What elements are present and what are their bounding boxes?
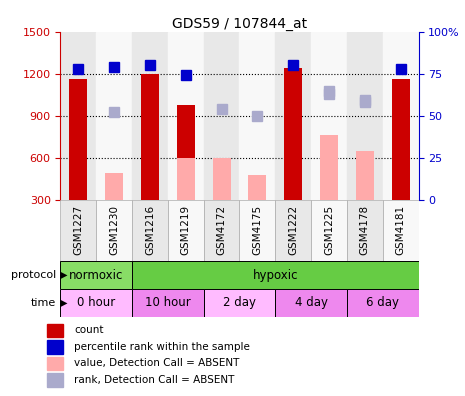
Bar <box>141 74 159 200</box>
Text: value, Detection Call = ABSENT: value, Detection Call = ABSENT <box>74 358 240 368</box>
Bar <box>275 200 311 261</box>
Text: GSM1222: GSM1222 <box>288 205 298 255</box>
Bar <box>311 32 347 200</box>
Bar <box>168 32 204 200</box>
Bar <box>392 79 410 200</box>
Bar <box>347 200 383 261</box>
Text: GSM1216: GSM1216 <box>145 205 155 255</box>
Text: ▶: ▶ <box>60 270 67 280</box>
Bar <box>96 200 132 261</box>
Bar <box>248 175 266 200</box>
Bar <box>46 324 63 337</box>
Bar <box>60 261 132 289</box>
Bar <box>69 79 87 200</box>
Text: protocol: protocol <box>11 270 56 280</box>
Bar <box>356 151 374 200</box>
Bar <box>46 357 63 370</box>
Bar <box>46 373 63 387</box>
Bar <box>275 32 311 200</box>
Bar <box>239 32 275 200</box>
Text: 0 hour: 0 hour <box>77 297 115 309</box>
Bar <box>213 158 231 200</box>
Bar <box>96 32 132 200</box>
Text: GSM4172: GSM4172 <box>217 205 226 255</box>
Bar <box>204 200 239 261</box>
Bar <box>320 135 338 200</box>
Text: GSM4175: GSM4175 <box>252 205 262 255</box>
Bar <box>132 200 168 261</box>
Bar <box>383 200 418 261</box>
Bar <box>177 158 195 200</box>
Bar <box>132 289 204 317</box>
Bar <box>347 32 383 200</box>
Bar <box>60 289 132 317</box>
Bar <box>168 200 204 261</box>
Bar <box>284 68 302 200</box>
Text: GSM1219: GSM1219 <box>181 205 191 255</box>
Bar <box>347 289 418 317</box>
Text: GSM1225: GSM1225 <box>324 205 334 255</box>
Bar <box>132 32 168 200</box>
Text: 4 day: 4 day <box>295 297 327 309</box>
Bar <box>204 289 275 317</box>
Bar <box>132 261 419 289</box>
Text: normoxic: normoxic <box>69 269 123 282</box>
Bar <box>60 32 96 200</box>
Bar <box>239 200 275 261</box>
Bar <box>60 200 96 261</box>
Bar <box>204 32 239 200</box>
Text: time: time <box>31 298 56 308</box>
Text: 10 hour: 10 hour <box>145 297 191 309</box>
Bar <box>275 289 347 317</box>
Bar <box>311 200 347 261</box>
Title: GDS59 / 107844_at: GDS59 / 107844_at <box>172 17 307 30</box>
Text: hypoxic: hypoxic <box>252 269 298 282</box>
Text: GSM1230: GSM1230 <box>109 205 119 255</box>
Text: GSM1227: GSM1227 <box>73 205 83 255</box>
Bar <box>383 32 418 200</box>
Text: 2 day: 2 day <box>223 297 256 309</box>
Text: count: count <box>74 326 104 335</box>
Text: ▶: ▶ <box>60 298 67 308</box>
Text: percentile rank within the sample: percentile rank within the sample <box>74 342 250 352</box>
Bar <box>46 340 63 354</box>
Text: GSM4178: GSM4178 <box>360 205 370 255</box>
Text: GSM4181: GSM4181 <box>396 205 405 255</box>
Bar <box>177 105 195 200</box>
Text: 6 day: 6 day <box>366 297 399 309</box>
Text: rank, Detection Call = ABSENT: rank, Detection Call = ABSENT <box>74 375 235 385</box>
Bar <box>105 173 123 200</box>
